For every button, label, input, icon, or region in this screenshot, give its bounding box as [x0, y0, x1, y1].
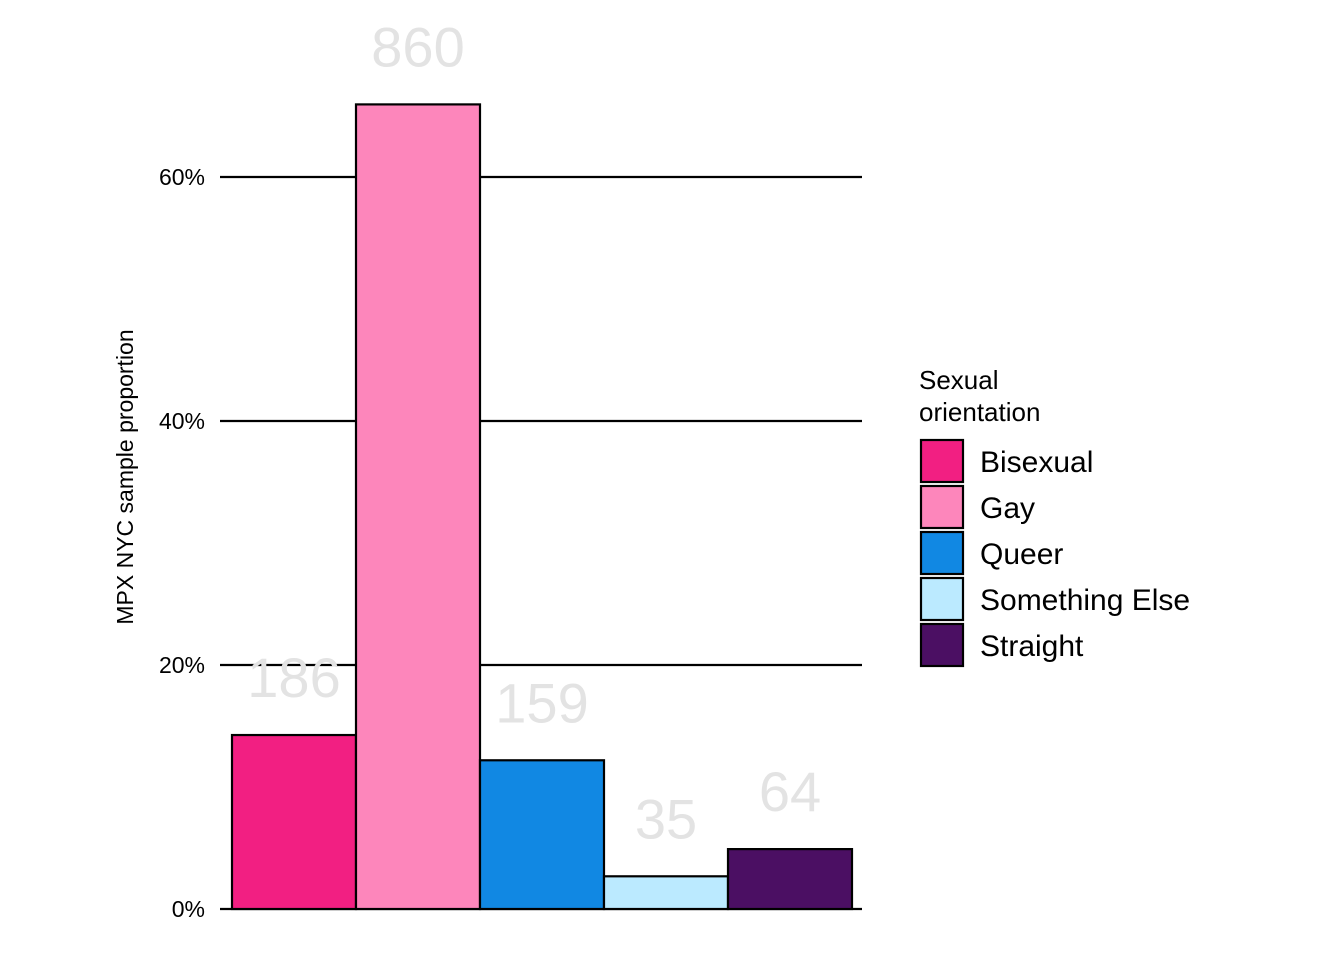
y-tick-label: 40% [159, 408, 205, 434]
legend-label: Gay [980, 492, 1035, 525]
bar-straight [726, 847, 854, 911]
legend-swatch [919, 438, 965, 484]
legend-label: Bisexual [980, 446, 1093, 479]
y-axis-label: MPX NYC sample proportion [112, 329, 138, 624]
legend-title: Sexual orientation [919, 365, 1040, 427]
bar-something-else [602, 875, 730, 911]
legend: Sexual orientation Bisexual Gay Queer Someth… [919, 365, 1190, 668]
y-tick-label: 0% [172, 896, 205, 922]
legend-swatch [919, 576, 965, 622]
y-tick-label: 20% [159, 652, 205, 678]
legend-label: Something Else [980, 584, 1190, 617]
legend-label: Queer [980, 538, 1063, 571]
legend-swatch [919, 622, 965, 668]
legend-label: Straight [980, 630, 1084, 663]
count-label: 64 [759, 760, 821, 823]
legend-swatch [919, 530, 965, 576]
count-label: 860 [371, 15, 464, 78]
y-tick-label: 60% [159, 164, 205, 190]
bar-bisexual [230, 733, 358, 911]
count-label: 35 [635, 787, 697, 850]
count-label: 186 [247, 646, 340, 709]
legend-swatch [919, 484, 965, 530]
bar-queer [478, 759, 606, 911]
count-label: 159 [495, 671, 588, 734]
bar-gay [354, 103, 482, 911]
